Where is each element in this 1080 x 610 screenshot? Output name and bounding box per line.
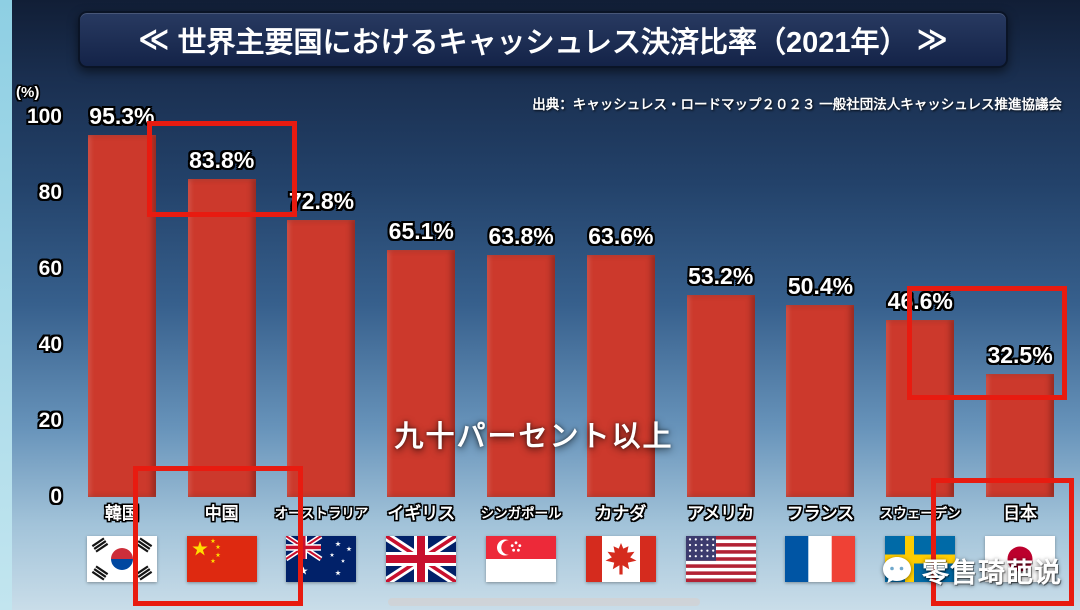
category-label: オーストラリア <box>274 506 369 521</box>
bar <box>586 255 655 497</box>
category-label: スウェーデン <box>879 506 961 521</box>
flag-sg-icon <box>486 536 557 582</box>
flag-cell <box>771 536 871 582</box>
bar-column: 95.3% <box>72 103 172 497</box>
bar <box>187 178 256 497</box>
flag-cell <box>72 536 172 582</box>
watermark-text: 零售琦葩说 <box>922 558 1062 588</box>
title-right-mark: ≫ <box>916 22 948 56</box>
bar-column: 63.6% <box>571 117 671 497</box>
flag-au-icon <box>286 536 357 582</box>
category-label: カナダ <box>595 504 647 523</box>
flag-us-icon <box>685 536 756 582</box>
bar-value-label: 46.6% <box>887 287 953 314</box>
bar <box>786 305 855 497</box>
bar-value-label: 32.5% <box>987 341 1053 368</box>
flag-cell <box>671 536 771 582</box>
bar-column: 72.8% <box>272 117 372 497</box>
category-label: 韓国 <box>104 504 139 523</box>
category-label: フランス <box>786 504 855 523</box>
watermark: 零售琦葩说 <box>880 551 1062 590</box>
bar-value-label: 65.1% <box>388 217 454 244</box>
bar <box>986 373 1055 497</box>
bar-column: 65.1% <box>371 117 471 497</box>
bar <box>87 134 156 497</box>
video-progress-bar[interactable] <box>388 598 700 606</box>
flag-cell <box>172 536 272 582</box>
bar-value-label: 63.8% <box>488 222 554 249</box>
bar-column: 32.5% <box>970 117 1070 497</box>
bar <box>287 220 356 497</box>
flag-jp-icon <box>985 536 1056 582</box>
source-credit: 出典：キャッシュレス・ロードマップ２０２３ 一般社団法人キャッシュレス推進協議会 <box>532 97 1062 112</box>
y-tick-label: 100 <box>26 105 62 128</box>
flag-cell <box>371 536 471 582</box>
bar <box>487 254 556 497</box>
flag-cell <box>970 536 1070 582</box>
bar-chart: 95.3% 83.8% 72.8% 65.1% 63.8% 63.6% 53.2% 50.4%… <box>72 103 1070 497</box>
category-label: アメリカ <box>687 504 755 523</box>
y-tick-label: 60 <box>38 257 62 280</box>
y-tick-label: 0 <box>50 485 62 508</box>
chat-bubble-icon <box>880 554 914 588</box>
bar-column: 46.6% <box>870 117 970 497</box>
bar-value-label: 95.3% <box>89 102 155 129</box>
title-left-mark: ≪ <box>138 22 170 56</box>
y-tick-label: 40 <box>38 333 62 356</box>
left-edge-strip <box>0 0 12 610</box>
flag-fr-icon <box>785 536 856 582</box>
bar <box>886 319 955 497</box>
bar-value-label: 72.8% <box>288 188 355 215</box>
category-label: イギリス <box>387 504 456 523</box>
y-tick-label: 20 <box>38 409 62 432</box>
flag-cell <box>471 536 571 582</box>
bar <box>686 294 755 497</box>
flag-ca-icon <box>585 536 656 582</box>
y-tick-label: 80 <box>38 181 62 204</box>
bar-column: 63.8% <box>471 117 571 497</box>
flag-cell <box>571 536 671 582</box>
flag-gb-icon <box>386 536 457 582</box>
bar-column: 83.8% <box>172 117 272 497</box>
page-title: 世界主要国におけるキャッシュレス決済比率（2021年） <box>177 26 909 59</box>
bar-value-label: 83.8% <box>189 146 255 173</box>
bar-value-label: 63.6% <box>588 223 654 250</box>
caption-overlay: 九十パーセント以上 <box>394 421 674 453</box>
category-label: シンガポール <box>480 506 562 521</box>
bar-column: 50.4% <box>771 117 871 497</box>
y-axis-unit: (%) <box>16 84 40 101</box>
bar-value-label: 50.4% <box>787 273 854 300</box>
flag-kr-icon <box>86 536 157 582</box>
category-label: 日本 <box>1003 504 1038 523</box>
bar <box>387 249 456 497</box>
category-label: 中国 <box>204 504 239 523</box>
category-label-row: 韓国 中国 オーストラリア イギリス シンガポール カナダ アメリカ フランス スウェーデン 日本 <box>72 501 1070 527</box>
flag-cell <box>272 536 372 582</box>
y-axis: 100 80 60 40 20 0 <box>4 105 62 508</box>
title-banner: ≪ 世界主要国におけるキャッシュレス決済比率（2021年） ≫ <box>78 11 1008 68</box>
bar-value-label: 53.2% <box>688 262 754 289</box>
flag-cn-icon <box>186 536 257 582</box>
bar-column: 53.2% <box>671 117 771 497</box>
